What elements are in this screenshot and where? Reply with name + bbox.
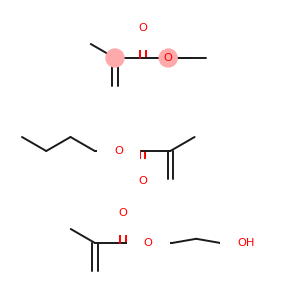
Text: OH: OH xyxy=(237,238,255,248)
Text: O: O xyxy=(138,176,147,186)
Text: O: O xyxy=(139,23,147,33)
Text: O: O xyxy=(164,53,172,63)
Circle shape xyxy=(106,49,124,67)
Text: O: O xyxy=(114,146,123,156)
Text: O: O xyxy=(144,238,153,248)
Text: O: O xyxy=(118,208,127,218)
Circle shape xyxy=(159,49,177,67)
